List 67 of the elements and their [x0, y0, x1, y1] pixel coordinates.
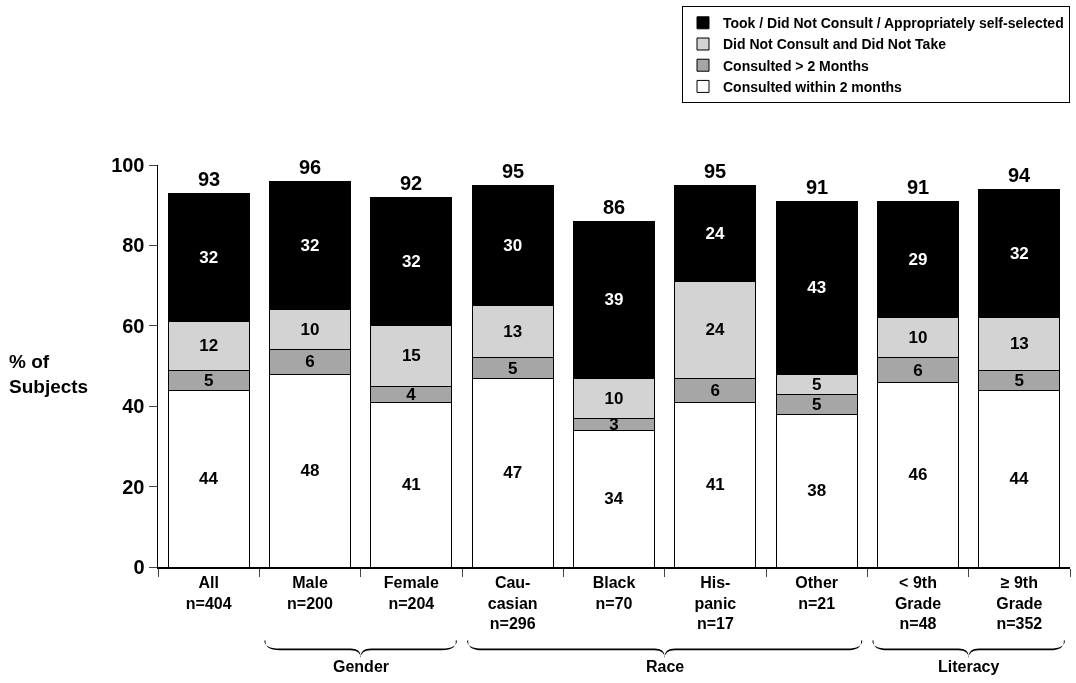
data-label: 6 — [913, 360, 923, 380]
data-label: 12 — [199, 336, 219, 356]
data-label: 39 — [604, 290, 624, 310]
data-label: 10 — [908, 328, 928, 348]
y-tick-label: 60 — [122, 314, 145, 337]
data-label: 24 — [705, 223, 726, 243]
total-label: 96 — [299, 156, 322, 178]
legend-label: Consulted within 2 months — [723, 78, 903, 95]
total-label: 94 — [1008, 164, 1032, 186]
data-label: 10 — [604, 388, 624, 408]
x-tick-label: Cau- casian n=296 — [487, 573, 538, 633]
x-tick-label: Black n=70 — [592, 573, 636, 612]
x-tick-label: His- panic n=17 — [694, 573, 737, 633]
y-tick-label: 40 — [122, 395, 145, 418]
x-tick-label: Other n=21 — [795, 573, 839, 612]
data-label: 32 — [401, 251, 421, 271]
data-label: 41 — [705, 475, 725, 495]
data-label: 15 — [401, 346, 421, 366]
total-label: 93 — [198, 168, 221, 190]
total-label: 91 — [806, 176, 829, 198]
x-tick-label: ≥ 9th Grade n=352 — [996, 573, 1043, 633]
legend-label: Did Not Consult and Did Not Take — [723, 36, 947, 53]
x-tick-label: Female n=204 — [383, 573, 439, 612]
x-tick-label: All n=404 — [185, 573, 232, 612]
legend-label: Consulted > 2 Months — [723, 57, 870, 74]
x-tick-label: Male n=200 — [287, 573, 334, 612]
y-axis-title: % of Subjects — [9, 351, 89, 397]
total-label: 95 — [502, 160, 525, 182]
data-label: 48 — [300, 461, 320, 481]
y-tick-label: 20 — [122, 475, 145, 498]
data-label: 4 — [406, 384, 417, 404]
y-tick-label: 0 — [133, 556, 145, 578]
data-label: 6 — [305, 352, 315, 372]
data-label: 44 — [198, 469, 219, 489]
data-label: 32 — [300, 235, 320, 255]
data-label: 32 — [1009, 243, 1029, 263]
data-label: 30 — [503, 235, 523, 255]
data-label: 38 — [807, 481, 827, 501]
text: Gender — [333, 658, 390, 675]
data-label: 13 — [1009, 334, 1029, 354]
data-label: 5 — [811, 374, 822, 394]
data-label: 46 — [908, 465, 928, 485]
total-label: 92 — [400, 172, 423, 194]
y-tick-label: 100 — [111, 154, 145, 176]
data-label: 10 — [300, 320, 320, 340]
data-label: 6 — [710, 380, 721, 400]
data-label: 29 — [908, 249, 928, 269]
data-label: 5 — [203, 370, 214, 390]
y-tick-label: 80 — [122, 234, 145, 257]
data-label: 34 — [604, 489, 624, 509]
data-label: 5 — [811, 394, 822, 414]
text: Literacy — [938, 658, 1000, 675]
data-label: 32 — [199, 247, 219, 267]
legend-label: Took / Did Not Consult / Appropriately self-selected — [723, 15, 1064, 32]
data-label: 41 — [401, 475, 421, 495]
data-label: 24 — [705, 320, 726, 340]
data-label: 5 — [1014, 370, 1025, 390]
data-label: 43 — [807, 278, 827, 298]
data-label: 47 — [503, 463, 523, 483]
text: Race — [646, 658, 685, 675]
total-label: 86 — [603, 196, 626, 218]
data-label: 44 — [1009, 469, 1030, 489]
data-label: 13 — [503, 322, 523, 342]
total-label: 95 — [704, 160, 727, 182]
total-label: 91 — [907, 176, 930, 198]
data-label: 5 — [507, 358, 518, 378]
x-tick-label: < 9th Grade n=48 — [894, 573, 942, 633]
